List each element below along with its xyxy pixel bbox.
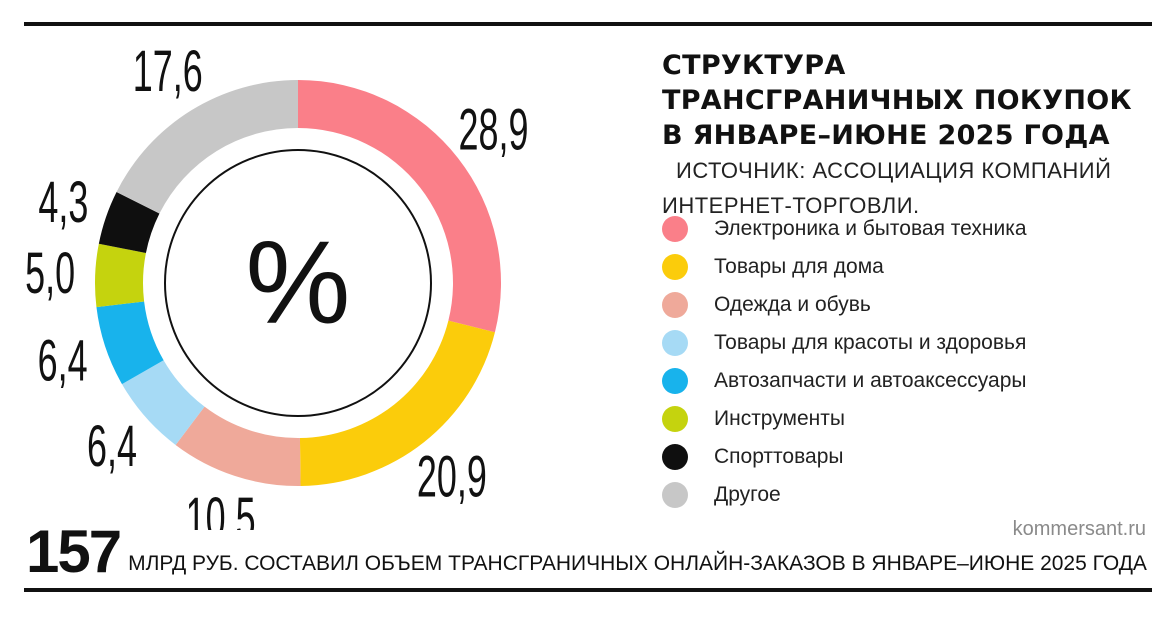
site-credit: kommersant.ru [1012, 518, 1146, 540]
legend-swatch [662, 406, 688, 432]
donut-slice [121, 360, 205, 445]
legend-swatch [662, 216, 688, 242]
donut-slice [299, 320, 495, 486]
chart-source: ИСТОЧНИК: АССОЦИАЦИЯ КОМПАНИЙ ИНТЕРНЕТ-Т… [662, 158, 1112, 218]
footer-text: МЛРД РУБ. СОСТАВИЛ ОБЪЕМ ТРАНСГРАНИЧНЫХ … [128, 552, 1147, 575]
legend-swatch [662, 444, 688, 470]
top-rule [24, 22, 1152, 26]
legend-label: Одежда и обувь [714, 293, 871, 316]
center-percent-label: % [246, 217, 351, 349]
legend-label: Товары для красоты и здоровья [714, 331, 1027, 354]
legend-item: Товары для дома [662, 248, 1027, 286]
legend-label: Инструменты [714, 407, 845, 430]
slice-value-label: 20,9 [417, 445, 487, 510]
legend-item: Товары для красоты и здоровья [662, 324, 1027, 362]
donut-slice [175, 406, 301, 486]
legend-item: Автозапчасти и автоаксессуары [662, 362, 1027, 400]
slice-value-label: 5,0 [25, 241, 75, 306]
legend-swatch [662, 330, 688, 356]
slice-value-label: 10,5 [186, 486, 256, 530]
legend-item: Инструменты [662, 400, 1027, 438]
legend-label: Автозапчасти и автоаксессуары [714, 369, 1027, 392]
footer-number: 157 [26, 518, 122, 585]
slice-value-label: 6,4 [87, 415, 137, 480]
legend-label: Спорттовары [714, 445, 844, 468]
bottom-rule [24, 588, 1152, 592]
donut-slice [116, 80, 298, 214]
legend-swatch [662, 254, 688, 280]
legend: Электроника и бытовая техника Товары для… [662, 210, 1027, 514]
donut-slice [98, 191, 160, 253]
donut-chart: % 28,9 20,9 10,5 6,4 6,4 5,0 4,3 17,6 [25, 40, 528, 530]
legend-label: Другое [714, 483, 781, 506]
header: СТРУКТУРА ТРАНСГРАНИЧНЫХ ПОКУПОК В ЯНВАР… [662, 48, 1142, 223]
chart-title: СТРУКТУРА ТРАНСГРАНИЧНЫХ ПОКУПОК В ЯНВАР… [662, 50, 1132, 151]
legend-label: Товары для дома [714, 255, 884, 278]
legend-item: Электроника и бытовая техника [662, 210, 1027, 248]
legend-swatch [662, 292, 688, 318]
legend-label: Электроника и бытовая техника [714, 217, 1027, 240]
legend-item: Одежда и обувь [662, 286, 1027, 324]
legend-item: Другое [662, 476, 1027, 514]
center-ring [164, 149, 432, 417]
legend-item: Спорттовары [662, 438, 1027, 476]
donut-slice [96, 301, 164, 385]
slice-value-label: 17,6 [133, 40, 203, 105]
value-labels: 28,9 20,9 10,5 6,4 6,4 5,0 4,3 17,6 [25, 40, 528, 530]
footer: 157 МЛРД РУБ. СОСТАВИЛ ОБЪЕМ ТРАНСГРАНИЧ… [26, 522, 1147, 582]
slice-value-label: 28,9 [458, 98, 528, 163]
legend-swatch [662, 482, 688, 508]
slice-value-label: 6,4 [38, 329, 88, 394]
donut-slice [298, 80, 502, 333]
slice-value-label: 4,3 [38, 170, 88, 235]
legend-swatch [662, 368, 688, 394]
donut-slices [94, 80, 502, 486]
donut-slice [94, 243, 146, 308]
